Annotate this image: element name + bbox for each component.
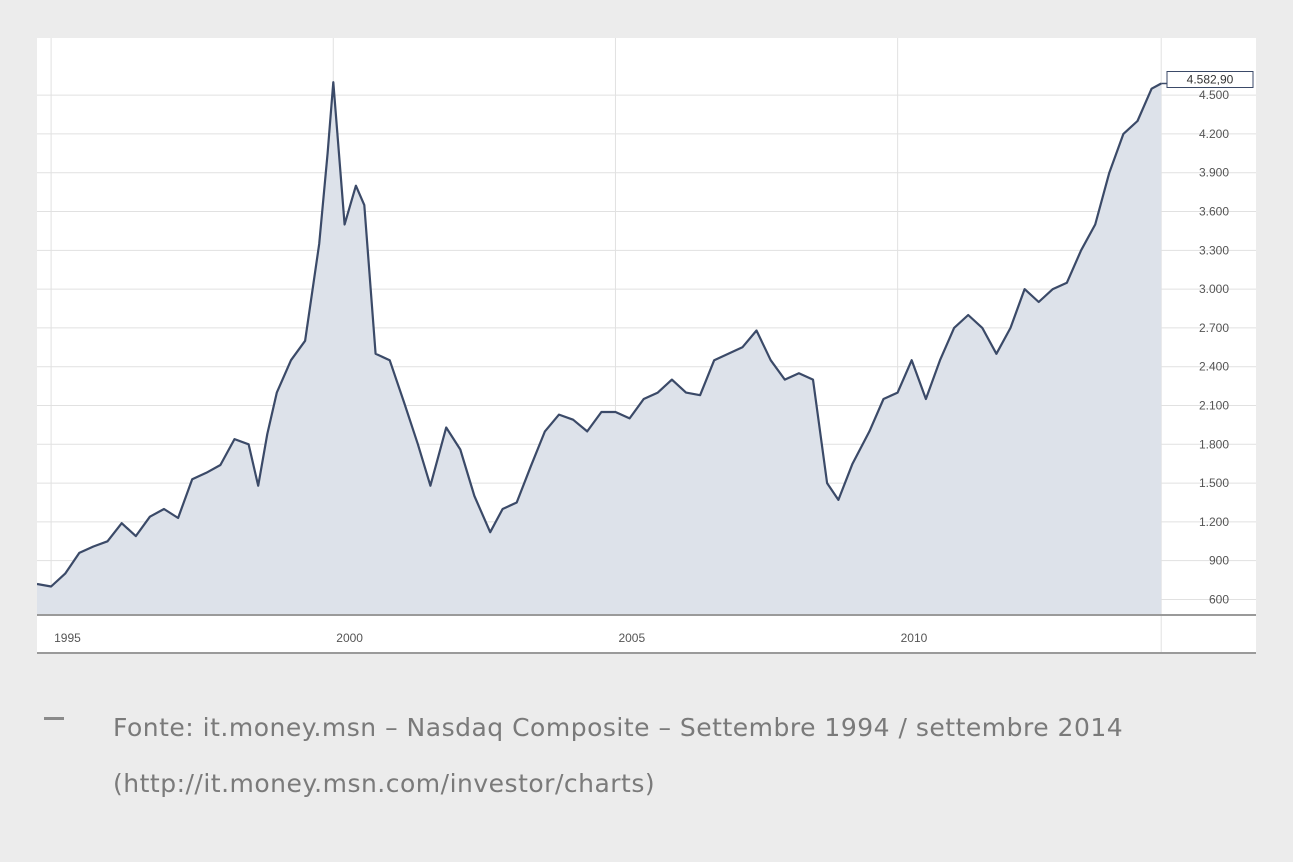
y-tick-label: 2.100: [1199, 399, 1229, 413]
chart-panel: 600 900 1.200 1.500 1.800 2.100 2.400 2.700 3.00…: [37, 38, 1256, 654]
y-tick-label: 900: [1209, 554, 1229, 568]
caption-text: Fonte: it.money.msn – Nasdaq Composite –…: [113, 713, 1124, 798]
series-line: [37, 81, 1162, 588]
caption-dash: [44, 717, 64, 720]
price-chart: 600 900 1.200 1.500 1.800 2.100 2.400 2.700 3.00…: [37, 38, 1256, 654]
y-tick-label: 4.500: [1199, 88, 1229, 102]
x-tick-label: 2010: [901, 631, 928, 645]
y-tick-label: 600: [1209, 592, 1229, 606]
y-tick-label: 3.300: [1199, 243, 1229, 257]
y-tick-label: 1.500: [1199, 476, 1229, 490]
x-tick-label: 1995: [54, 631, 81, 645]
y-tick-label: 3.000: [1199, 282, 1229, 296]
last-value-box: [1166, 71, 1254, 89]
last-value-label: 4.582,90: [1187, 73, 1234, 87]
y-tick-label: 3.900: [1199, 166, 1229, 180]
y-tick-label: 4.200: [1199, 127, 1229, 141]
y-tick-label: 2.400: [1199, 360, 1229, 374]
series-area-fill: [37, 82, 1162, 615]
y-tick-label: 1.800: [1199, 437, 1229, 451]
y-tick-label: 2.700: [1199, 321, 1229, 335]
x-tick-label: 2005: [618, 631, 645, 645]
x-tick-label: 2000: [336, 631, 363, 645]
y-tick-label: 3.600: [1199, 205, 1229, 219]
y-tick-label: 1.200: [1199, 515, 1229, 529]
